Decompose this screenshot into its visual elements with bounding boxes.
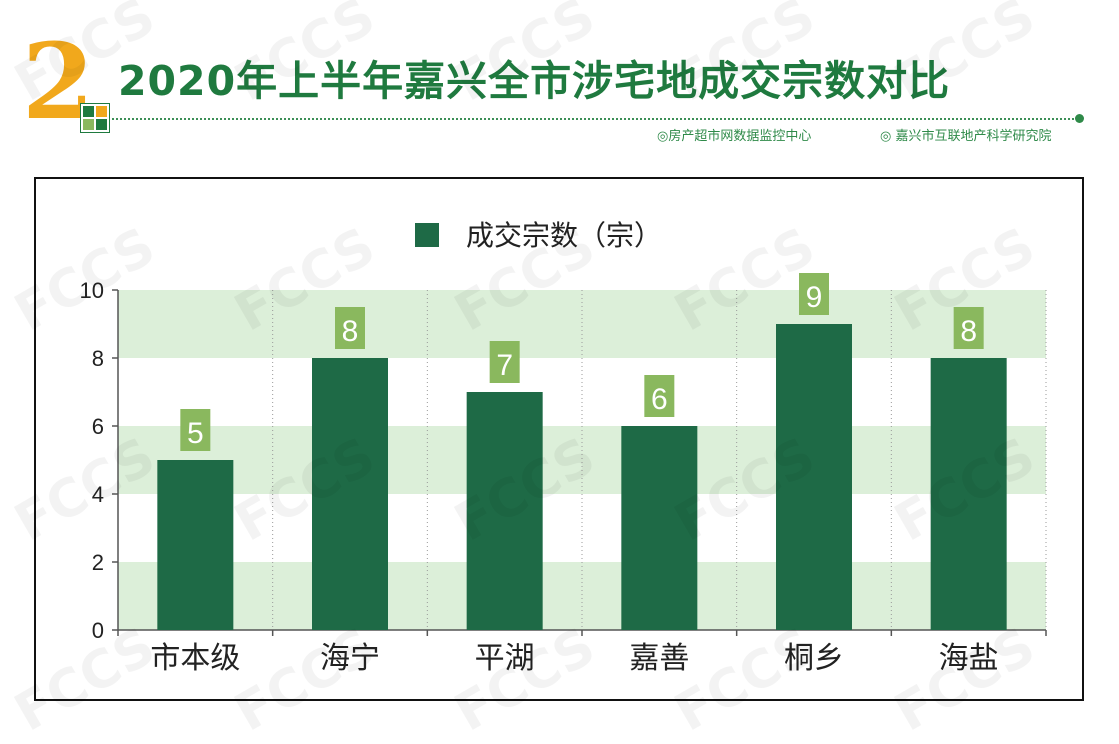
- y-tick-label: 8: [92, 346, 104, 371]
- y-tick-label: 2: [92, 550, 104, 575]
- page-header: 2 2020年上半年嘉兴全市涉宅地成交宗数对比 ◎房产超市网数据监控中心 ◎ 嘉…: [0, 0, 1119, 150]
- bar: [930, 358, 1007, 630]
- data-label-box: [799, 273, 829, 315]
- bar: [621, 426, 698, 630]
- data-label-box: [644, 375, 675, 417]
- bar: [776, 324, 852, 630]
- data-label: 5: [187, 417, 204, 450]
- data-label-box: [953, 307, 984, 349]
- page-title: 2020年上半年嘉兴全市涉宅地成交宗数对比: [118, 57, 951, 105]
- data-label-box: [180, 409, 211, 451]
- data-label: 9: [806, 281, 823, 314]
- y-tick-label: 0: [92, 618, 104, 643]
- source-credit-right: ◎ 嘉兴市互联地产科学研究院: [880, 129, 1052, 144]
- source-credit-left: ◎房产超市网数据监控中心: [657, 129, 812, 144]
- underline-dot: [1075, 114, 1084, 123]
- bar: [312, 358, 388, 630]
- y-tick-label: 10: [80, 278, 104, 303]
- grid-band: [118, 562, 1046, 630]
- x-category-label: 嘉善: [629, 641, 689, 676]
- x-category-label: 海宁: [320, 641, 380, 676]
- grid-squares-icon: [80, 103, 110, 133]
- legend-label: 成交宗数（宗）: [466, 219, 662, 252]
- grid-band: [118, 426, 1046, 494]
- data-label: 8: [960, 315, 977, 348]
- bar: [466, 392, 543, 630]
- x-category-label: 海盐: [939, 641, 999, 676]
- y-tick-label: 4: [92, 482, 104, 507]
- legend-swatch: [415, 223, 439, 247]
- x-category-label: 市本级: [150, 641, 240, 676]
- title-underline: [112, 118, 1074, 120]
- chart-frame: 0 2 4 6 8 10 5 市本级 8 海宁 7 平湖 6 嘉善 9 桐乡 8 海盐 成交宗数（宗）: [34, 177, 1084, 701]
- data-label-box: [489, 341, 520, 383]
- bar: [157, 460, 234, 630]
- y-tick-label: 6: [92, 414, 104, 439]
- grid-band: [118, 290, 1046, 358]
- bar-chart: 0 2 4 6 8 10 5 市本级 8 海宁 7 平湖 6 嘉善 9 桐乡 8 海盐 成交宗数（宗）: [80, 219, 1047, 676]
- data-label: 7: [496, 349, 513, 382]
- data-label-box: [335, 307, 365, 349]
- x-category-label: 平湖: [475, 641, 535, 676]
- x-category-label: 桐乡: [784, 641, 844, 676]
- data-label: 8: [342, 315, 359, 348]
- data-label: 6: [651, 383, 668, 416]
